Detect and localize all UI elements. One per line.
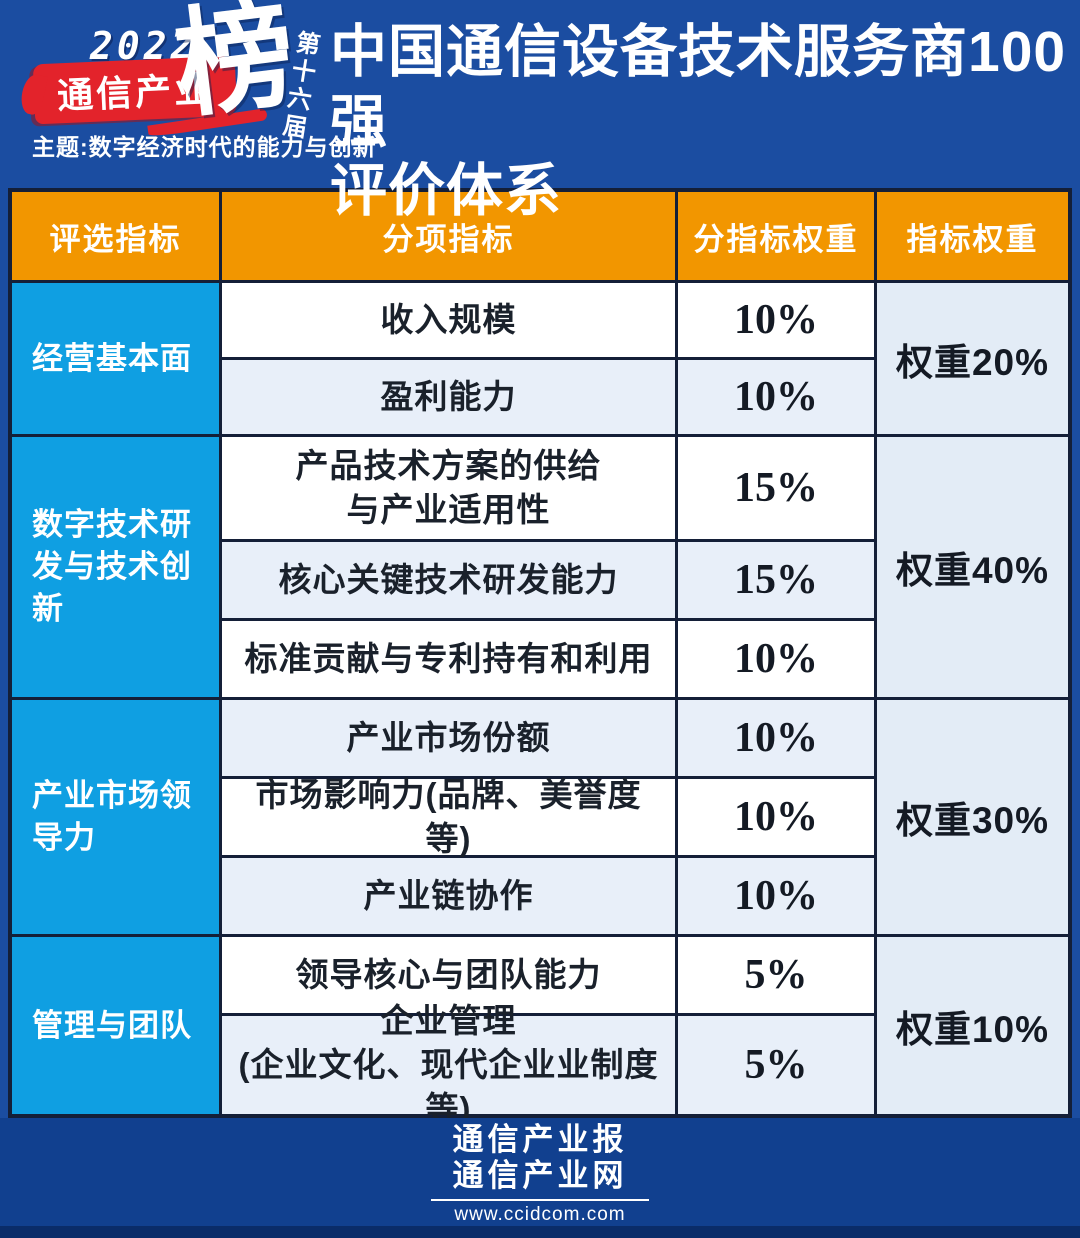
sub-weight-cell: 5%	[678, 937, 874, 1013]
sub-weight-cell: 15%	[678, 437, 874, 539]
sub-indicator-cell: 产业市场份额	[222, 700, 675, 776]
category-cell: 经营基本面	[12, 283, 219, 434]
sub-indicator-cell: 标准贡献与专利持有和利用	[222, 621, 675, 697]
sub-weight-cell: 10%	[678, 700, 874, 776]
page-title: 中国通信设备技术服务商100强 评价体系	[330, 18, 1070, 227]
sub-weight-cell: 10%	[678, 283, 874, 357]
sub-weight-cell: 10%	[678, 858, 874, 934]
sub-weight-cell: 10%	[678, 360, 874, 434]
page-title-line1: 中国通信设备技术服务商100强	[330, 20, 1067, 154]
footer-brand-line2: 通信产业网	[452, 1158, 628, 1193]
masthead: 2022 通信产业 榜 第十六届 主题:数字经济时代的能力与创新 中国通信设备技…	[0, 0, 1080, 223]
category-cell: 产业市场领 导力	[12, 700, 219, 934]
footer-brand-line1: 通信产业报	[452, 1122, 628, 1157]
evaluation-table: 评选指标 分项指标 分指标权重 指标权重 经营基本面 收入规模 10% 盈利能力 10%…	[8, 188, 1072, 1127]
group-weight-cell: 权重20%	[877, 283, 1068, 434]
header-cell-weight: 指标权重	[877, 192, 1068, 280]
sub-indicator-cell: 产业链协作	[222, 858, 675, 934]
sub-weight-cell: 10%	[678, 779, 874, 855]
sub-weight-cell: 15%	[678, 542, 874, 618]
sub-indicator-cell: 盈利能力	[222, 360, 675, 434]
sub-indicator-cell: 收入规模	[222, 283, 675, 357]
event-logo: 2022 通信产业 榜 第十六届 主题:数字经济时代的能力与创新	[28, 0, 376, 180]
sub-weight-cell: 10%	[678, 621, 874, 697]
group-weight-cell: 权重10%	[877, 937, 1068, 1114]
sub-weight-cell: 5%	[678, 1016, 874, 1114]
page-title-line2: 评价体系	[330, 159, 562, 224]
theme-label: 主题:数字经济时代的能力与创新	[32, 134, 377, 160]
footer-url: www.ccidcom.com	[454, 1204, 626, 1225]
sub-indicator-cell: 市场影响力(品牌、美誉度等)	[222, 776, 675, 857]
header-cell-sub-indicator: 分项指标	[222, 192, 675, 280]
footer-divider	[431, 1199, 649, 1201]
sub-indicator-cell: 核心关键技术研发能力	[222, 542, 675, 618]
sub-indicator-cell: 产品技术方案的供给 与产业适用性	[222, 437, 675, 539]
sub-indicator-cell: 领导核心与团队能力	[222, 937, 675, 1013]
header-cell-category: 评选指标	[12, 192, 219, 280]
header-cell-sub-weight: 分指标权重	[678, 192, 874, 280]
category-cell: 管理与团队	[12, 937, 219, 1114]
footer: 通信产业报 通信产业网 www.ccidcom.com	[0, 1118, 1080, 1238]
group-weight-cell: 权重30%	[877, 700, 1068, 934]
category-cell: 数字技术研 发与技术创 新	[12, 437, 219, 697]
group-weight-cell: 权重40%	[877, 437, 1068, 697]
sub-indicator-cell: 企业管理 (企业文化、现代企业业制度等)	[222, 1002, 675, 1127]
